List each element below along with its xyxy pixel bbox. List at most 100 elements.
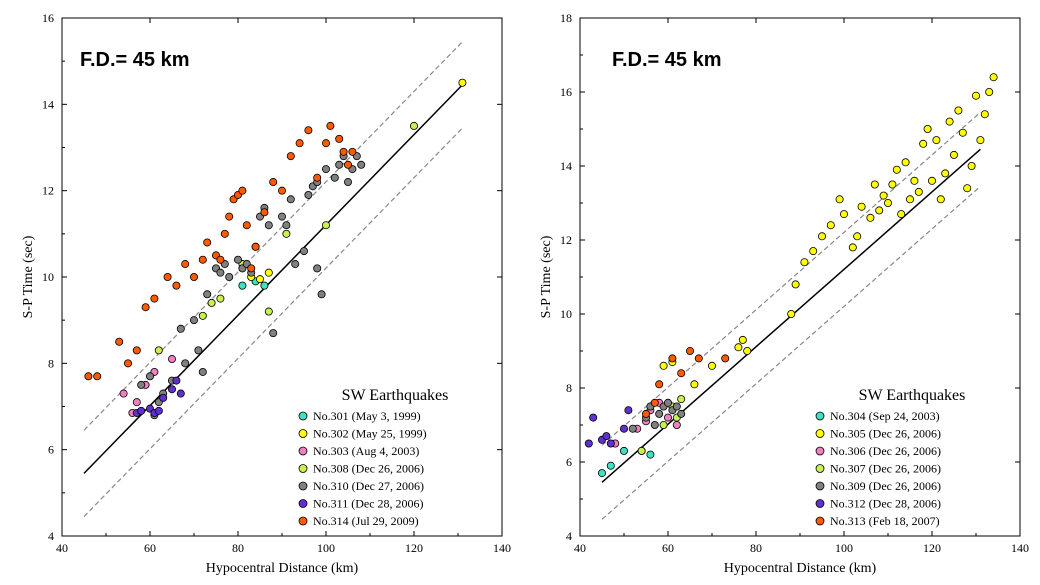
data-point	[203, 238, 212, 247]
data-point	[326, 121, 335, 130]
data-point	[787, 309, 796, 318]
data-point	[115, 337, 124, 346]
data-point	[589, 413, 598, 422]
data-point	[207, 298, 216, 307]
legend-title: SW Earthquakes	[859, 387, 966, 404]
data-point	[708, 361, 717, 370]
data-point	[198, 255, 207, 264]
legend-marker	[815, 481, 825, 491]
data-point	[791, 280, 800, 289]
x-axis-label: Hypocentral Distance (km)	[724, 561, 877, 576]
legend-label: No.309 (Dec 26, 2006)	[830, 479, 941, 493]
data-point	[317, 290, 326, 299]
data-point	[167, 385, 176, 394]
data-point	[690, 380, 699, 389]
legend-marker	[298, 464, 308, 473]
data-point	[848, 243, 857, 252]
data-point	[242, 221, 251, 230]
bound-line	[601, 111, 981, 446]
y-tick-label: 14	[42, 97, 54, 111]
data-point	[282, 221, 291, 230]
x-tick-label: 140	[1011, 541, 1029, 555]
legend-marker	[298, 499, 308, 508]
data-point	[655, 409, 664, 418]
data-point	[238, 186, 247, 195]
data-point	[286, 195, 295, 204]
data-point	[264, 268, 273, 277]
chart-panel-2: 40 60 80 100 120 140 4 6 8 10 12 14 16 18 Hypocentral …	[539, 11, 1029, 576]
legend-marker	[815, 499, 825, 508]
data-point	[304, 190, 313, 199]
data-point	[800, 258, 809, 267]
legend-label: No.306 (Dec 26, 2006)	[830, 444, 941, 458]
data-point	[910, 176, 919, 185]
bound-line	[601, 185, 981, 520]
data-point	[743, 346, 752, 355]
data-point	[650, 420, 659, 429]
data-point	[260, 281, 269, 290]
data-point	[167, 355, 176, 364]
x-axis-label: Hypocentral Distance (km)	[206, 561, 359, 576]
data-point	[642, 409, 651, 418]
data-point	[840, 210, 849, 219]
data-point	[598, 469, 607, 478]
data-point	[216, 255, 225, 264]
y-axis-label: S-P Time (sec)	[21, 235, 36, 318]
data-point	[923, 125, 932, 134]
data-point	[181, 260, 190, 269]
x-tick-label: 80	[232, 541, 244, 555]
data-point	[835, 195, 844, 204]
data-point	[677, 409, 686, 418]
x-tick-label: 100	[835, 541, 853, 555]
y-tick-label: 8	[566, 381, 572, 395]
data-point	[897, 210, 906, 219]
legend-label: No.313 (Feb 18, 2007)	[830, 514, 940, 528]
legend: SW Earthquakes No.304 (Sep 24, 2003) No.30…	[815, 387, 966, 528]
bound-line	[83, 41, 463, 431]
data-point	[734, 343, 743, 352]
data-point	[277, 186, 286, 195]
legend-marker	[298, 411, 308, 421]
data-point	[348, 147, 357, 156]
data-point	[357, 160, 366, 169]
x-tick-label: 40	[56, 541, 68, 555]
data-point	[198, 311, 207, 320]
data-point	[189, 272, 198, 281]
legend-label: No.308 (Dec 26, 2006)	[313, 462, 424, 476]
data-point	[269, 329, 278, 338]
series-7	[642, 346, 730, 418]
legend-label: No.305 (Dec 26, 2006)	[830, 427, 941, 441]
data-point	[216, 294, 225, 303]
data-point	[124, 359, 133, 368]
data-point	[985, 88, 994, 97]
y-tick-label: 10	[42, 270, 54, 284]
data-point	[866, 213, 875, 222]
data-point	[620, 446, 629, 455]
data-point	[260, 208, 269, 217]
data-point	[203, 290, 212, 299]
series-2	[247, 78, 467, 284]
y-tick-label: 4	[48, 529, 54, 543]
legend-label: No.302 (May 25, 1999)	[313, 427, 427, 441]
data-point	[857, 202, 866, 211]
data-point	[980, 110, 989, 119]
legend-label: No.311 (Dec 28, 2006)	[313, 497, 424, 511]
data-point	[888, 180, 897, 189]
data-point	[282, 229, 291, 238]
data-point	[330, 173, 339, 182]
data-point	[458, 78, 467, 87]
data-point	[321, 221, 330, 230]
data-point	[154, 346, 163, 355]
data-point	[919, 139, 928, 148]
y-tick-label: 4	[566, 529, 572, 543]
data-point	[668, 354, 677, 363]
series-5	[137, 152, 366, 420]
data-point	[313, 173, 322, 182]
data-point	[269, 178, 278, 187]
y-tick-label: 12	[560, 233, 572, 247]
data-point	[870, 180, 879, 189]
legend-label: No.301 (May 3, 1999)	[313, 409, 421, 423]
data-point	[255, 275, 264, 284]
